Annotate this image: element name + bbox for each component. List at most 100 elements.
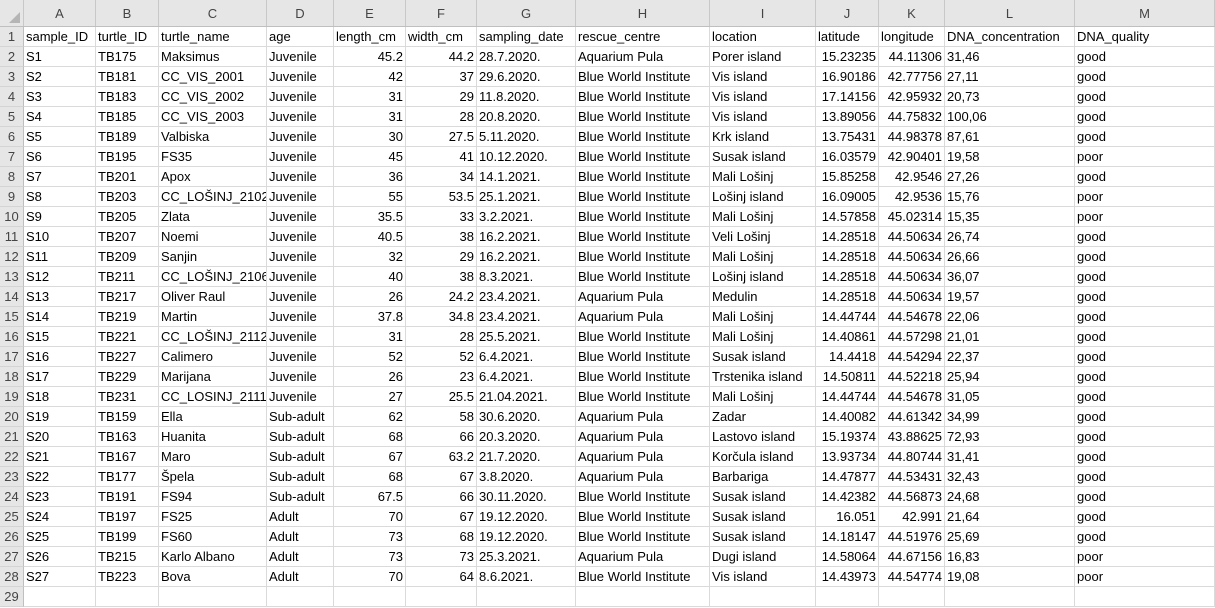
column-header-d[interactable]: D (267, 0, 334, 26)
table-cell[interactable]: good (1075, 507, 1215, 527)
table-cell[interactable]: Blue World Institute (576, 487, 710, 507)
table-cell[interactable]: Sub-adult (267, 487, 334, 507)
table-cell[interactable]: 15.19374 (816, 427, 879, 447)
table-cell[interactable]: S9 (24, 207, 96, 227)
table-cell[interactable]: Juvenile (267, 367, 334, 387)
table-cell[interactable]: 27.5 (406, 127, 477, 147)
table-cell[interactable]: S7 (24, 167, 96, 187)
table-cell[interactable]: TB217 (96, 287, 159, 307)
table-cell[interactable]: 63.2 (406, 447, 477, 467)
table-cell[interactable]: 23.4.2021. (477, 307, 576, 327)
row-header[interactable]: 10 (0, 207, 24, 227)
table-cell[interactable]: good (1075, 407, 1215, 427)
table-cell[interactable]: Blue World Institute (576, 267, 710, 287)
table-cell[interactable]: Apox (159, 167, 267, 187)
table-cell[interactable]: 35.5 (334, 207, 406, 227)
table-cell[interactable]: S1 (24, 47, 96, 67)
column-header-m[interactable]: M (1075, 0, 1215, 26)
table-cell[interactable]: 42.77756 (879, 67, 945, 87)
table-cell[interactable]: Blue World Institute (576, 187, 710, 207)
table-cell[interactable]: 27 (334, 387, 406, 407)
table-cell[interactable]: TB175 (96, 47, 159, 67)
table-cell[interactable]: 14.58064 (816, 547, 879, 567)
table-cell[interactable]: 44.56873 (879, 487, 945, 507)
row-header[interactable]: 19 (0, 387, 24, 407)
table-cell[interactable]: good (1075, 327, 1215, 347)
table-cell[interactable]: 44.80744 (879, 447, 945, 467)
table-cell[interactable]: Blue World Institute (576, 207, 710, 227)
empty-cell[interactable] (24, 587, 96, 607)
row-header[interactable]: 4 (0, 87, 24, 107)
table-cell[interactable]: 44.54774 (879, 567, 945, 587)
table-cell[interactable]: CC_LOŠINJ_2112 (159, 327, 267, 347)
table-cell[interactable]: 64 (406, 567, 477, 587)
row-header[interactable]: 6 (0, 127, 24, 147)
table-cell[interactable]: Blue World Institute (576, 247, 710, 267)
table-cell[interactable]: 29.6.2020. (477, 67, 576, 87)
table-cell[interactable]: 26 (334, 367, 406, 387)
table-cell[interactable]: 44.52218 (879, 367, 945, 387)
empty-cell[interactable] (1075, 587, 1215, 607)
table-cell[interactable]: 25.3.2021. (477, 547, 576, 567)
column-header-j[interactable]: J (816, 0, 879, 26)
table-cell[interactable]: S6 (24, 147, 96, 167)
table-cell[interactable]: 23.4.2021. (477, 287, 576, 307)
table-cell[interactable]: 44.54678 (879, 307, 945, 327)
table-cell[interactable]: 70 (334, 507, 406, 527)
table-cell[interactable]: Sanjin (159, 247, 267, 267)
table-cell[interactable]: Zlata (159, 207, 267, 227)
table-cell[interactable]: Lošinj island (710, 187, 816, 207)
table-cell[interactable]: 8.3.2021. (477, 267, 576, 287)
table-cell[interactable]: 20.8.2020. (477, 107, 576, 127)
header-cell[interactable]: longitude (879, 27, 945, 47)
row-header[interactable]: 3 (0, 67, 24, 87)
table-cell[interactable]: Krk island (710, 127, 816, 147)
table-cell[interactable]: Blue World Institute (576, 167, 710, 187)
table-cell[interactable]: 42.9536 (879, 187, 945, 207)
table-cell[interactable]: 62 (334, 407, 406, 427)
table-cell[interactable]: Aquarium Pula (576, 447, 710, 467)
table-cell[interactable]: 42 (334, 67, 406, 87)
table-cell[interactable]: good (1075, 367, 1215, 387)
column-header-c[interactable]: C (159, 0, 267, 26)
row-header[interactable]: 11 (0, 227, 24, 247)
table-cell[interactable]: S27 (24, 567, 96, 587)
table-cell[interactable]: Aquarium Pula (576, 407, 710, 427)
table-cell[interactable]: 52 (406, 347, 477, 367)
table-cell[interactable]: 45.2 (334, 47, 406, 67)
table-cell[interactable]: TB207 (96, 227, 159, 247)
table-cell[interactable]: Lošinj island (710, 267, 816, 287)
table-cell[interactable]: Adult (267, 527, 334, 547)
empty-cell[interactable] (406, 587, 477, 607)
row-header[interactable]: 22 (0, 447, 24, 467)
table-cell[interactable]: S24 (24, 507, 96, 527)
table-cell[interactable]: Ella (159, 407, 267, 427)
table-cell[interactable]: 52 (334, 347, 406, 367)
table-cell[interactable]: TB205 (96, 207, 159, 227)
table-cell[interactable]: 30 (334, 127, 406, 147)
table-cell[interactable]: 37.8 (334, 307, 406, 327)
table-cell[interactable]: 16.90186 (816, 67, 879, 87)
table-cell[interactable]: Huanita (159, 427, 267, 447)
table-cell[interactable]: 44.11306 (879, 47, 945, 67)
table-cell[interactable]: Aquarium Pula (576, 307, 710, 327)
table-cell[interactable]: good (1075, 307, 1215, 327)
table-cell[interactable]: S4 (24, 107, 96, 127)
empty-cell[interactable] (576, 587, 710, 607)
table-cell[interactable]: S14 (24, 307, 96, 327)
table-cell[interactable]: 29 (406, 247, 477, 267)
table-cell[interactable]: Oliver Raul (159, 287, 267, 307)
table-cell[interactable]: Calimero (159, 347, 267, 367)
table-cell[interactable]: 32,43 (945, 467, 1075, 487)
table-cell[interactable]: 14.28518 (816, 227, 879, 247)
table-cell[interactable]: S23 (24, 487, 96, 507)
row-header[interactable]: 23 (0, 467, 24, 487)
table-cell[interactable]: Blue World Institute (576, 227, 710, 247)
table-cell[interactable]: Blue World Institute (576, 367, 710, 387)
table-cell[interactable]: 68 (406, 527, 477, 547)
table-cell[interactable]: 44.57298 (879, 327, 945, 347)
table-cell[interactable]: 44.50634 (879, 247, 945, 267)
table-cell[interactable]: Vis island (710, 107, 816, 127)
table-cell[interactable]: TB159 (96, 407, 159, 427)
table-cell[interactable]: 14.40082 (816, 407, 879, 427)
